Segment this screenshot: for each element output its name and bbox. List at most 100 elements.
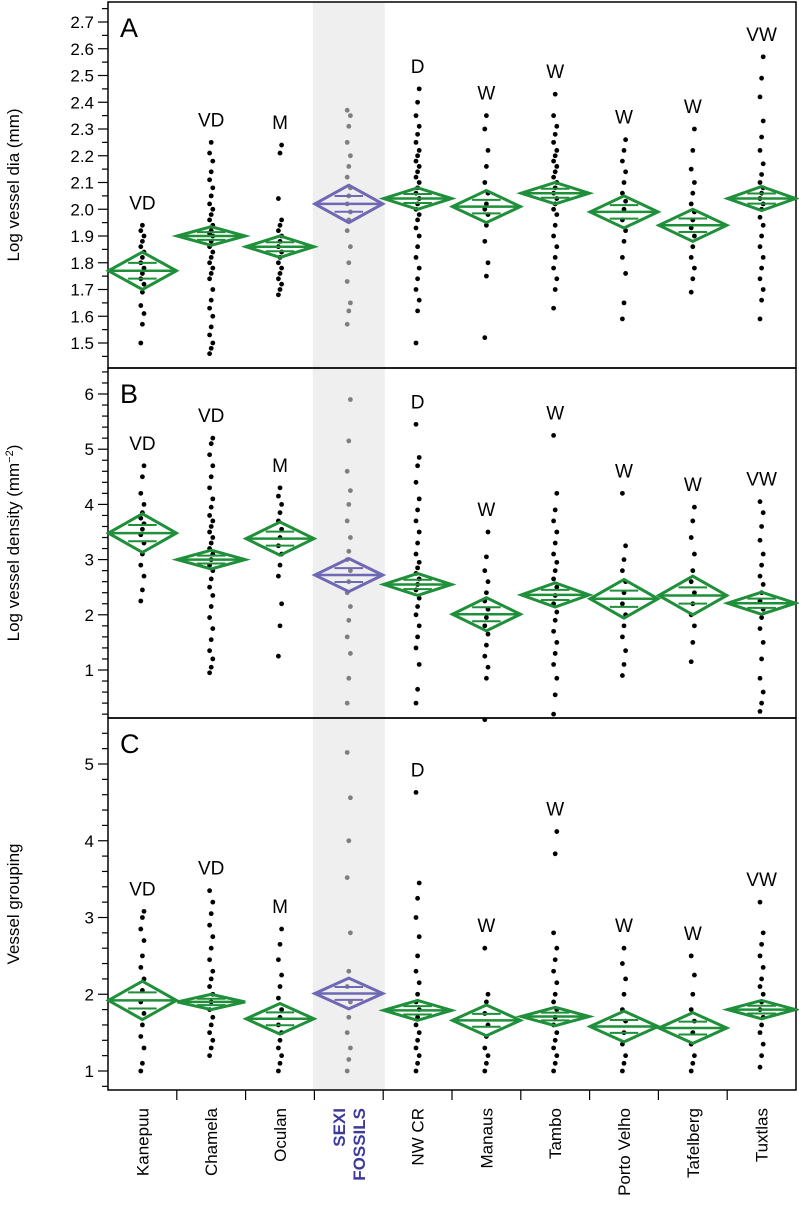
data-point bbox=[415, 131, 420, 137]
y-tick-label: 1.6 bbox=[70, 307, 94, 326]
data-point bbox=[552, 222, 558, 228]
data-point bbox=[348, 795, 353, 801]
data-point bbox=[484, 675, 489, 681]
data-point bbox=[551, 433, 556, 438]
group-label: VD bbox=[198, 406, 224, 427]
data-point bbox=[140, 953, 145, 959]
y-tick-label: 5 bbox=[85, 755, 94, 774]
data-point bbox=[346, 438, 352, 444]
data-point bbox=[757, 537, 763, 543]
data-point bbox=[346, 617, 352, 623]
data-point bbox=[551, 206, 556, 212]
data-point bbox=[692, 233, 697, 239]
category-label: Manaus bbox=[477, 1108, 496, 1168]
data-point bbox=[620, 316, 625, 322]
y-tick-label: 5 bbox=[85, 440, 94, 459]
data-point bbox=[208, 976, 214, 982]
data-point bbox=[692, 504, 697, 510]
category-label: Porto Velho bbox=[615, 1108, 634, 1196]
data-point bbox=[415, 217, 420, 223]
data-point bbox=[692, 972, 697, 978]
data-point bbox=[277, 562, 283, 568]
data-point bbox=[415, 604, 420, 609]
data-point bbox=[208, 345, 214, 351]
data-point bbox=[415, 99, 420, 105]
data-point bbox=[208, 945, 214, 951]
data-point bbox=[620, 1068, 625, 1074]
data-point bbox=[551, 1068, 556, 1074]
data-point bbox=[344, 1030, 350, 1036]
data-point bbox=[623, 198, 628, 204]
data-point bbox=[482, 238, 488, 244]
data-point bbox=[210, 313, 216, 319]
data-point bbox=[210, 435, 216, 441]
data-point bbox=[759, 524, 764, 529]
data-point bbox=[415, 1037, 420, 1043]
data-point bbox=[759, 1053, 764, 1059]
data-point bbox=[208, 324, 214, 330]
data-point bbox=[413, 968, 419, 974]
data-point bbox=[759, 656, 764, 662]
data-point bbox=[416, 1030, 422, 1036]
data-point bbox=[554, 276, 560, 282]
data-point bbox=[484, 590, 489, 596]
group-label: D bbox=[411, 760, 425, 781]
data-point bbox=[413, 1045, 419, 1051]
data-point bbox=[138, 598, 144, 604]
data-point bbox=[688, 255, 694, 260]
data-point bbox=[551, 930, 556, 936]
data-point bbox=[416, 662, 422, 667]
data-point bbox=[208, 255, 214, 260]
data-point bbox=[416, 180, 422, 185]
data-point bbox=[344, 468, 350, 474]
data-point bbox=[760, 255, 766, 260]
data-point bbox=[344, 174, 350, 180]
data-point bbox=[141, 1045, 147, 1051]
data-point bbox=[759, 297, 764, 303]
data-point bbox=[482, 1045, 488, 1051]
data-point bbox=[348, 153, 353, 159]
data-point bbox=[757, 1030, 763, 1036]
data-point bbox=[688, 1068, 694, 1074]
group-label: W bbox=[477, 84, 495, 105]
data-point bbox=[760, 964, 766, 970]
data-point bbox=[208, 441, 214, 447]
category-label: Tafelberg bbox=[684, 1108, 703, 1178]
y-tick-label: 2.7 bbox=[70, 13, 94, 32]
data-point bbox=[484, 999, 489, 1005]
data-point bbox=[348, 651, 353, 656]
data-point bbox=[348, 535, 353, 540]
data-point bbox=[140, 255, 145, 260]
data-point bbox=[415, 308, 420, 314]
data-point bbox=[552, 1037, 558, 1043]
data-point bbox=[759, 615, 764, 620]
data-point bbox=[277, 1037, 283, 1043]
data-point bbox=[415, 953, 420, 959]
data-point bbox=[620, 490, 625, 496]
data-point bbox=[690, 991, 696, 997]
category-label-line: Tuxtlas bbox=[753, 1108, 772, 1162]
data-point bbox=[413, 158, 419, 164]
data-point bbox=[277, 510, 283, 516]
data-point bbox=[140, 222, 145, 228]
group-label: W bbox=[684, 475, 702, 496]
data-point bbox=[552, 991, 558, 997]
data-point bbox=[551, 139, 556, 145]
data-point bbox=[416, 123, 422, 129]
data-point bbox=[413, 225, 419, 231]
data-point bbox=[208, 604, 214, 609]
data-point bbox=[415, 565, 420, 571]
data-point bbox=[759, 134, 764, 140]
data-point bbox=[416, 455, 422, 460]
data-point bbox=[485, 579, 491, 585]
data-point bbox=[621, 148, 627, 153]
data-point bbox=[551, 551, 556, 557]
data-point bbox=[757, 316, 763, 322]
data-point bbox=[482, 126, 488, 132]
category-label-line: Manaus bbox=[477, 1108, 496, 1168]
data-point bbox=[138, 926, 144, 932]
data-point bbox=[485, 1053, 491, 1059]
data-point bbox=[140, 289, 145, 295]
panel-c: 1 2 3 4 5 Vessel grouping C VD VD M D W W W W VW bbox=[4, 717, 799, 1091]
data-point bbox=[692, 623, 697, 629]
